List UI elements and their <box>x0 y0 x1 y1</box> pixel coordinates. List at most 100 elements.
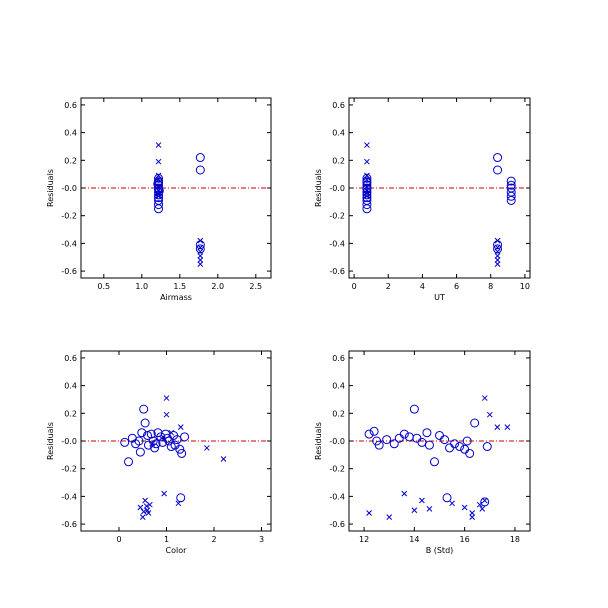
circle-point <box>143 430 152 440</box>
x-tick-label: 0 <box>352 282 357 291</box>
x-point-stroke <box>197 252 204 259</box>
x-point <box>197 261 204 268</box>
x-point-stroke <box>479 505 486 512</box>
x-point <box>155 142 162 148</box>
x-tick-label: 2 <box>211 535 216 544</box>
circle-point <box>175 444 185 454</box>
x-point-stroke <box>426 505 433 512</box>
x-point <box>140 508 147 515</box>
x-point-stroke <box>155 158 162 165</box>
x-point <box>494 237 501 244</box>
x-point <box>220 456 227 462</box>
x-point <box>486 411 493 418</box>
x-point <box>494 261 501 268</box>
x-point <box>163 411 170 418</box>
x-point <box>145 510 152 516</box>
x-point <box>149 440 156 447</box>
circle-point <box>137 428 147 438</box>
x-tick-label: 1.5 <box>173 282 186 291</box>
x-point <box>137 504 144 511</box>
y-tick-label: -0.0 <box>329 437 345 446</box>
x-point-stroke <box>486 411 493 418</box>
circle-point <box>154 180 164 190</box>
circle-point <box>409 404 419 414</box>
x-point-stroke <box>481 497 488 504</box>
y-tick-label: -0.4 <box>61 492 77 501</box>
x-point <box>197 237 204 244</box>
x-point <box>204 445 210 451</box>
circle-point <box>195 244 205 254</box>
x-point <box>426 505 433 512</box>
circle-point <box>362 204 372 214</box>
x-point <box>364 158 370 165</box>
x-point <box>158 435 165 442</box>
x-point-stroke <box>144 507 151 514</box>
x-point-stroke <box>197 261 204 268</box>
y-tick-label: -0.4 <box>61 239 77 248</box>
x-point-stroke <box>155 176 162 183</box>
y-tick-label: -0.0 <box>329 184 345 193</box>
circle-point <box>465 448 475 458</box>
x-point <box>364 183 370 190</box>
circle-point <box>150 443 160 453</box>
x-point-stroke <box>147 501 153 508</box>
x-point-stroke <box>401 490 408 497</box>
y-tick-label: 0.6 <box>64 101 77 110</box>
x-point-stroke <box>204 445 210 451</box>
y-tick-label: -0.4 <box>329 239 345 248</box>
circle-point <box>172 435 182 445</box>
y-tick-label: -0.2 <box>61 212 77 221</box>
x-point <box>197 244 204 251</box>
x-point <box>461 504 468 511</box>
x-point-stroke <box>155 183 162 190</box>
x-point-stroke <box>197 257 204 263</box>
x-tick-label: 0.5 <box>97 282 110 291</box>
x-point-stroke <box>411 507 418 514</box>
y-tick-label: 0.6 <box>332 101 345 110</box>
circle-point <box>480 497 490 507</box>
circle-point <box>139 404 149 414</box>
scatter-panel-1: 0.5 1.0 1.5 2.0 2.5 0.6 0.4 0.2 -0.0 -0.2 -0.4 -0.6… <box>46 97 272 302</box>
scatter-panel-3: 0 1 2 3 0.6 0.4 0.2 -0.0 -0.2 -0.4 -0.6 Color Residu… <box>46 350 272 555</box>
x-point-stroke <box>494 257 501 263</box>
x-point <box>364 193 370 200</box>
circle-point <box>493 153 503 163</box>
x-point <box>163 395 170 401</box>
x-point <box>147 501 153 508</box>
circle-point <box>180 432 190 442</box>
x-point-stroke <box>419 497 425 504</box>
x-point <box>494 424 501 431</box>
x-point <box>139 514 146 521</box>
circle-point <box>135 447 145 457</box>
x-point-stroke <box>364 158 370 165</box>
x-point-stroke <box>366 510 372 516</box>
y-tick-label: -0.6 <box>329 520 345 529</box>
circle-point <box>440 435 450 445</box>
x-point <box>504 424 511 431</box>
x-point-stroke <box>386 514 393 521</box>
x-point <box>366 510 372 516</box>
x-point-stroke <box>220 456 227 462</box>
x-point-stroke <box>469 514 476 521</box>
x-point <box>481 497 488 504</box>
circle-point <box>369 426 379 436</box>
x-axis-label: B (Std) <box>426 546 454 555</box>
x-tick-label: 6 <box>454 282 459 291</box>
x-point-stroke <box>197 237 204 244</box>
y-axis-label: Residuals <box>314 422 323 460</box>
x-point-stroke <box>197 248 204 255</box>
circle-point <box>362 200 372 210</box>
circle-point <box>482 442 492 452</box>
y-axis-label: Residuals <box>46 169 55 207</box>
x-point <box>155 183 162 190</box>
x-point-stroke <box>158 435 165 442</box>
y-tick-label: -0.6 <box>61 520 77 529</box>
x-axis-label: UT <box>434 293 445 302</box>
circle-point <box>154 173 164 183</box>
x-point-stroke <box>494 244 501 251</box>
x-point <box>161 490 167 497</box>
x-point-stroke <box>476 501 483 508</box>
circle-point <box>156 432 166 442</box>
